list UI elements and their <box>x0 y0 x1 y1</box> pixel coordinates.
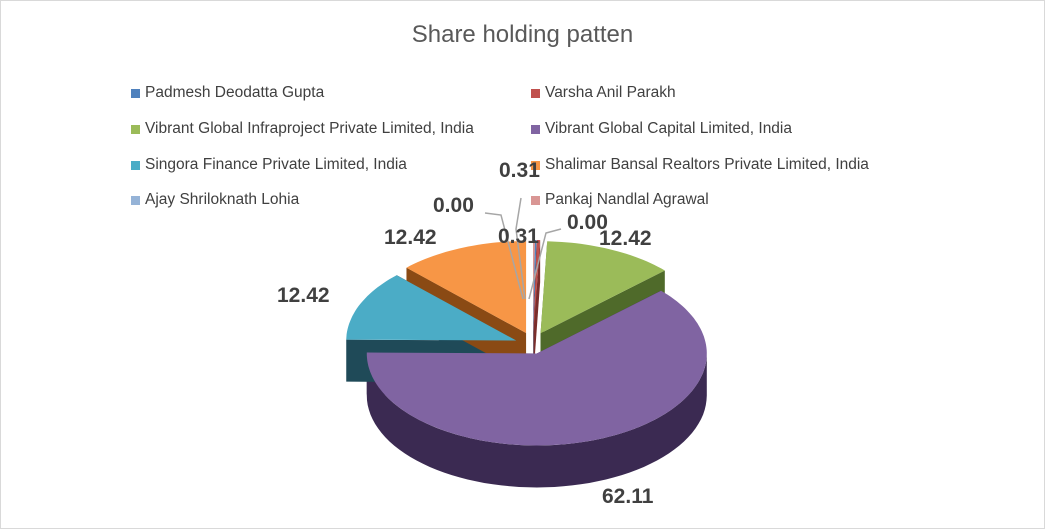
data-label: 0.31 <box>499 159 540 182</box>
legend-label: Ajay Shriloknath Lohia <box>145 191 300 208</box>
legend-label: Padmesh Deodatta Gupta <box>145 84 325 101</box>
legend-item: Ajay Shriloknath Lohia <box>131 191 299 209</box>
pie-slice-7 <box>533 240 535 332</box>
legend-label: Vibrant Global Infraproject Private Limi… <box>145 120 474 137</box>
legend-item: Vibrant Global Infraproject Private Limi… <box>131 120 474 138</box>
data-label: 12.42 <box>384 226 437 249</box>
legend-label: Vibrant Global Capital Limited, India <box>545 120 792 137</box>
pie-slice-5 <box>406 241 527 334</box>
legend-item: Shalimar Bansal Realtors Private Limited… <box>531 156 869 174</box>
pie-slice-4 <box>346 275 517 341</box>
legend-swatch <box>131 195 140 205</box>
pie-slice-2 <box>540 241 665 334</box>
legend-swatch <box>531 195 540 205</box>
legend-swatch <box>131 160 140 170</box>
legend-swatch <box>531 124 540 134</box>
leader-line <box>515 197 526 300</box>
data-label: 12.42 <box>277 284 330 307</box>
data-label: 62.11 <box>602 485 654 508</box>
slice-side-face <box>533 240 541 375</box>
legend-item: Vibrant Global Capital Limited, India <box>531 120 792 138</box>
leader-line <box>528 228 562 300</box>
legend-label: Pankaj Nandlal Agrawal <box>545 191 709 208</box>
pie-slice-3 <box>366 290 707 446</box>
legend-label: Varsha Anil Parakh <box>545 84 676 101</box>
legend-item: Pankaj Nandlal Agrawal <box>531 191 709 209</box>
chart-title: Share holding patten <box>411 21 634 48</box>
legend-label: Shalimar Bansal Realtors Private Limited… <box>545 156 869 173</box>
legend-item: Singora Finance Private Limited, India <box>131 156 407 174</box>
data-label: 12.42 <box>599 227 652 250</box>
legend-swatch <box>531 88 540 98</box>
legend-swatch <box>531 160 540 170</box>
leader-line <box>484 212 524 300</box>
data-label: 0.00 <box>433 194 474 217</box>
legend-item: Padmesh Deodatta Gupta <box>131 84 324 102</box>
legend-swatch <box>131 124 140 134</box>
data-label: 0.00 <box>567 211 608 234</box>
slice-outer-wall <box>366 353 707 488</box>
legend-swatch <box>131 88 140 98</box>
legend-label: Singora Finance Private Limited, India <box>145 156 407 173</box>
legend-item: Varsha Anil Parakh <box>531 84 676 102</box>
data-label: 0.31 <box>498 225 539 248</box>
